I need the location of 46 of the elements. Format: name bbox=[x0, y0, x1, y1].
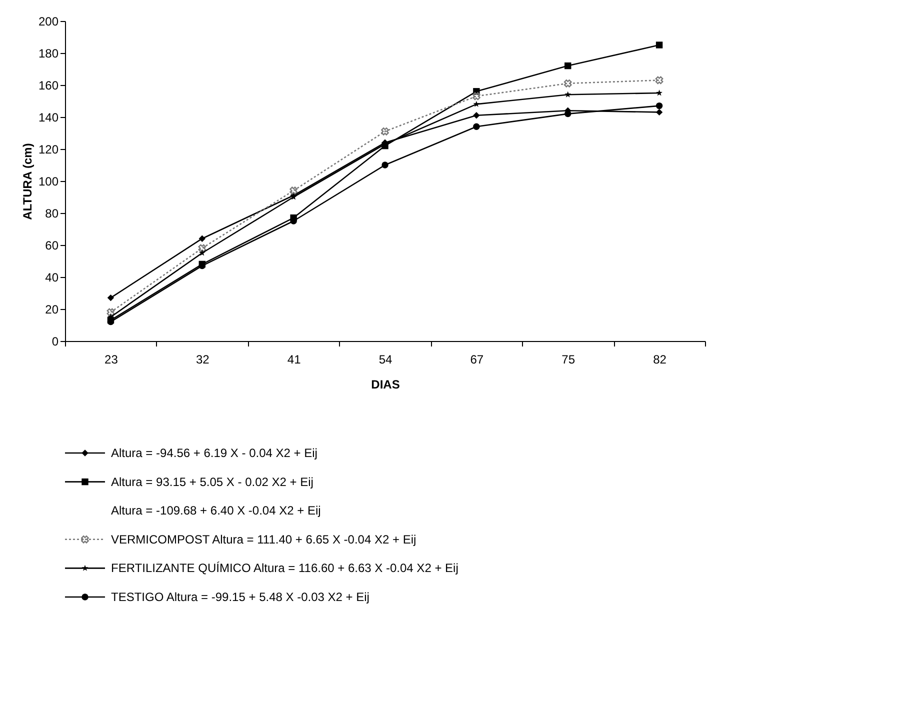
point bbox=[656, 102, 663, 110]
point bbox=[473, 123, 480, 130]
point bbox=[198, 235, 206, 242]
x-tick-label: 75 bbox=[562, 352, 576, 366]
point bbox=[656, 42, 663, 48]
legend-label: VERMICOMPOST Altura = 111.40 + 6.65 X -0.04 X2 + Eij bbox=[111, 532, 416, 546]
point bbox=[198, 244, 206, 252]
y-tick-label: 60 bbox=[45, 238, 59, 252]
y-tick-label: 120 bbox=[38, 142, 59, 156]
x-tick-label: 23 bbox=[104, 352, 118, 366]
point bbox=[198, 250, 206, 256]
point bbox=[656, 90, 662, 96]
y-tick-label: 0 bbox=[52, 334, 59, 348]
point bbox=[564, 91, 572, 98]
y-tick-label: 140 bbox=[38, 110, 59, 124]
point bbox=[382, 162, 388, 168]
x-tick-label: 32 bbox=[196, 352, 210, 366]
legend-label: FERTILIZANTE QUÍMICO Altura = 116.60 + 6.63 X -0.04 X2 + Eij bbox=[111, 561, 458, 576]
point bbox=[472, 92, 480, 100]
y-tick-label: 100 bbox=[38, 174, 59, 188]
y-tick-label: 160 bbox=[38, 78, 59, 92]
x-tick-label: 54 bbox=[378, 352, 392, 366]
point bbox=[381, 127, 389, 136]
point bbox=[564, 62, 572, 70]
legend-label: TESTIGO Altura = -99.15 + 5.48 X -0.03 X2 + Eij bbox=[111, 590, 370, 604]
y-axis-title: ALTURA (cm) bbox=[20, 143, 34, 220]
x-tick-label: 67 bbox=[470, 352, 484, 366]
y-tick-label: 20 bbox=[45, 302, 59, 316]
point bbox=[473, 100, 480, 107]
x-tick-label: 41 bbox=[287, 352, 302, 366]
y-tick-label: 200 bbox=[38, 14, 59, 28]
point bbox=[564, 79, 572, 88]
text: Altura = -109.68 + 6.40 X -0.04 X2 + Eij bbox=[111, 504, 321, 518]
legend-label: Altura = 93.15 + 5.05 X - 0.02 X2 + Eij bbox=[111, 474, 314, 489]
point bbox=[107, 294, 114, 302]
point bbox=[290, 186, 298, 195]
point bbox=[655, 76, 664, 84]
point bbox=[106, 308, 115, 316]
legend-label: Altura = -94.56 + 6.19 X - 0.04 X2 + Eij bbox=[111, 446, 318, 460]
y-tick-label: 180 bbox=[38, 46, 59, 60]
point bbox=[473, 112, 480, 119]
y-tick-label: 40 bbox=[45, 270, 59, 284]
x-tick-label: 82 bbox=[653, 352, 667, 366]
y-tick-label: 80 bbox=[45, 206, 59, 220]
x-axis-title: DIAS bbox=[371, 378, 400, 392]
point bbox=[656, 108, 663, 116]
